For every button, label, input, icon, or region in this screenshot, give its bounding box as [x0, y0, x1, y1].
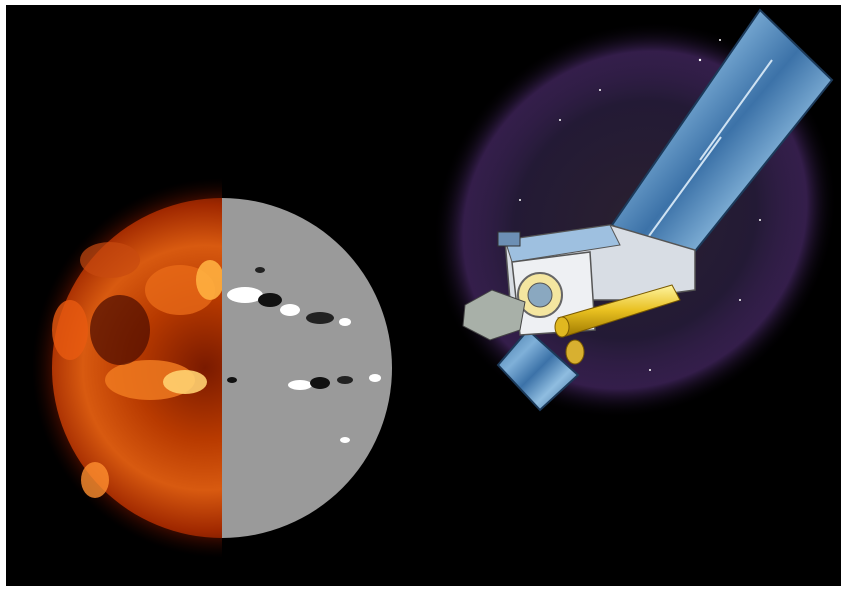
solar-panel-lower	[496, 328, 580, 412]
panel-seam	[699, 59, 773, 161]
coronal-hole	[90, 295, 150, 365]
sensor-box	[497, 231, 521, 247]
antenna-dish	[462, 289, 526, 341]
active-region	[81, 462, 109, 498]
active-region	[163, 370, 207, 394]
active-region	[196, 260, 222, 300]
body-top	[504, 224, 621, 263]
telescope-mount	[565, 339, 585, 365]
sun-xray-half	[32, 178, 222, 558]
active-region	[52, 300, 88, 360]
sun-disk-gray	[222, 198, 392, 538]
stars	[479, 39, 761, 371]
magnetic-spots	[227, 267, 381, 443]
optics-aperture-inner	[527, 282, 553, 308]
sun-magnetogram-half	[222, 198, 392, 538]
telescope-end	[554, 316, 570, 338]
panel-seam	[648, 136, 722, 237]
active-region	[80, 242, 140, 278]
